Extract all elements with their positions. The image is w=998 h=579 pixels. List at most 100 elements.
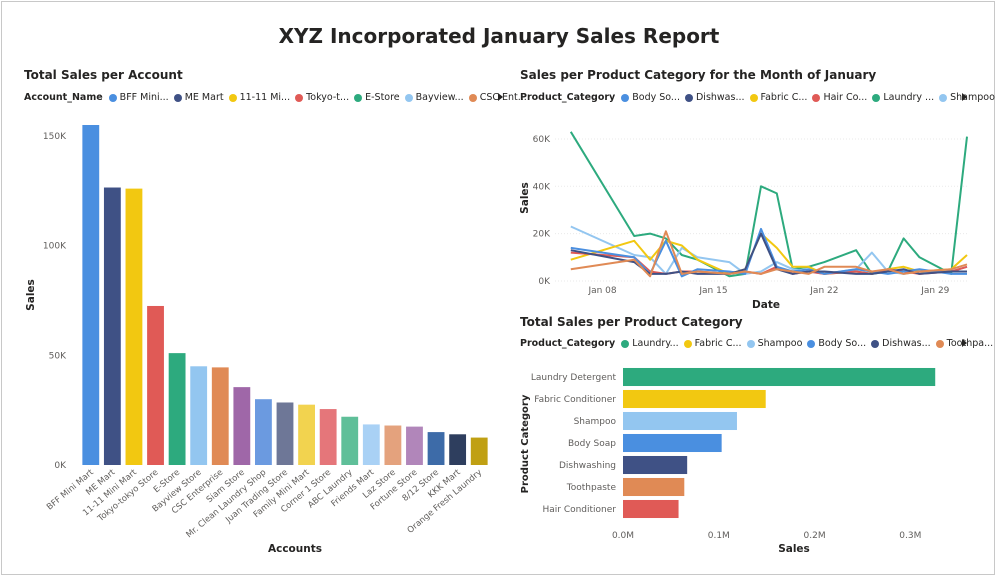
y-tick-label: Dishwashing [559, 461, 616, 471]
bar-laz-store[interactable] [384, 425, 402, 465]
legend-item-dishwas[interactable]: Dishwas... [684, 92, 745, 103]
y-tick-label: 50K [49, 351, 67, 361]
bar-orange-fresh-laundry[interactable] [470, 437, 488, 465]
legend-item-bayview[interactable]: Bayview... [404, 92, 464, 103]
legend-title: Account_Name [24, 92, 103, 103]
legend-label: Dishwas... [695, 92, 745, 103]
legend-label: Body So... [818, 338, 867, 349]
x-tick-label: Jan 15 [698, 286, 727, 296]
legend-dot-icon [621, 93, 630, 102]
legend-dot-icon [812, 93, 821, 102]
legend-item-body-so[interactable]: Body So... [807, 338, 866, 349]
legend-item-e-store[interactable]: E-Store [354, 92, 400, 103]
legend-dot-icon [621, 339, 630, 348]
line-body-soap[interactable] [570, 227, 967, 278]
x-tick-label: Jan 08 [587, 286, 616, 296]
legend-item-laundry[interactable]: Laundry... [621, 338, 679, 349]
x-axis-title: Sales [778, 543, 810, 555]
legend-item-body-so[interactable]: Body So... [621, 92, 680, 103]
legend-item-11-11-mi[interactable]: 11-11 Mi... [228, 92, 290, 103]
legend-label: Dishwas... [882, 338, 931, 349]
legend-title: Product_Category [520, 338, 616, 349]
bar-fortune-store[interactable] [406, 426, 423, 465]
legend-dot-icon [468, 93, 477, 102]
legend-dot-icon [173, 93, 182, 102]
bar-siam-store[interactable] [233, 387, 251, 465]
legend-label: BFF Mini... [119, 92, 169, 103]
daily-line-chart: 0K 20K 40K 60K Jan 08 Jan 15 Jan 22 Jan 29 Date S… [519, 131, 968, 311]
accounts-legend-next-arrow[interactable] [498, 93, 503, 101]
legend-label: Tokyo-t... [306, 92, 350, 103]
legend-item-toothpa[interactable]: Toothpa... [935, 338, 994, 349]
legend-label: Shampoo [950, 92, 995, 103]
category-legend-next-arrow[interactable] [962, 339, 967, 347]
x-tick-label: 0.3M [899, 531, 921, 541]
legend-dot-icon [872, 93, 881, 102]
legend-dot-icon [684, 93, 693, 102]
accounts-chart-title: Total Sales per Account [24, 68, 183, 82]
bar-e-store[interactable] [168, 353, 186, 465]
bar-friends-mart[interactable] [362, 424, 380, 465]
legend-label: Fabric C... [694, 338, 742, 349]
legend-dot-icon [295, 93, 304, 102]
bar-juan-trading-store[interactable] [276, 402, 294, 465]
legend-item-shampoo[interactable]: Shampoo [939, 92, 995, 103]
line-toothpaste[interactable] [570, 230, 968, 278]
bar-csc-enterprise[interactable] [211, 367, 229, 465]
legend-item-tokyo-t[interactable]: Tokyo-t... [295, 92, 349, 103]
legend-item-csc-ent[interactable]: CSC Ent... [468, 92, 527, 103]
line-fabric-conditioner[interactable] [570, 232, 968, 275]
bar-mr-clean-laundry-shop[interactable] [255, 399, 272, 465]
bar-laundry-detergent[interactable] [623, 367, 936, 387]
category-chart-title: Total Sales per Product Category [520, 315, 743, 329]
bar-bayview-store[interactable] [190, 366, 208, 465]
legend-dot-icon [746, 339, 755, 348]
bar-fabric-conditioner[interactable] [623, 389, 766, 409]
bar-hair-conditioner[interactable] [623, 499, 679, 519]
legend-dot-icon [939, 93, 948, 102]
daily-chart-title: Sales per Product Category for the Month… [520, 68, 877, 82]
y-tick-label: 100K [43, 242, 67, 252]
legend-item-bff-mini[interactable]: BFF Mini... [108, 92, 169, 103]
bar-body-soap[interactable] [623, 433, 722, 453]
legend-item-me-mart[interactable]: ME Mart [173, 92, 224, 103]
bar-family-mini-mart[interactable] [298, 404, 315, 465]
bar-toothpaste[interactable] [623, 477, 685, 497]
bar-corner-1-store[interactable] [319, 409, 337, 465]
y-tick-label: Shampoo [574, 417, 617, 427]
legend-item-shampoo[interactable]: Shampoo [746, 338, 803, 349]
legend-label: Fabric C... [760, 92, 808, 103]
line-laundry-detergent[interactable] [569, 131, 968, 278]
legend-item-dishwas[interactable]: Dishwas... [871, 338, 931, 349]
daily-legend-next-arrow[interactable] [962, 93, 967, 101]
legend-item-hair-co[interactable]: Hair Co... [812, 92, 867, 103]
bar-me-mart[interactable] [103, 187, 121, 466]
bar-tokyo-tokyo-store[interactable] [147, 305, 164, 465]
x-tick-label: Jan 22 [809, 286, 838, 296]
bar-bff-mini-mart[interactable] [82, 125, 100, 465]
bar-11-11-mini-mart[interactable] [125, 188, 143, 465]
bar-abc-laundry[interactable] [341, 416, 359, 465]
y-tick-label: 0K [54, 461, 67, 471]
legend-item-laundry[interactable]: Laundry ... [872, 92, 934, 103]
bar-dishwashing[interactable] [623, 455, 688, 475]
y-tick-label: 60K [533, 135, 551, 145]
bar-shampoo[interactable] [623, 411, 737, 431]
daily-legend: Product_Category Body So... Dishwas... Fabr… [520, 92, 998, 103]
legend-dot-icon [807, 339, 816, 348]
y-tick-label: Fabric Conditioner [534, 395, 616, 405]
legend-label: Body So... [632, 92, 680, 103]
legend-item-fabric-c[interactable]: Fabric C... [683, 338, 742, 349]
legend-label: Toothpa... [946, 338, 994, 349]
line-dishwashing[interactable] [570, 232, 967, 275]
legend-dot-icon [228, 93, 237, 102]
legend-item-fabric-c[interactable]: Fabric C... [749, 92, 808, 103]
category-legend: Product_Category Laundry... Fabric C... Sha… [520, 338, 998, 349]
legend-label: Shampoo [757, 338, 803, 349]
x-axis-title: Accounts [268, 543, 322, 555]
y-tick-label: 20K [533, 230, 551, 240]
legend-label: Bayview... [415, 92, 464, 103]
bar-8-12-store[interactable] [427, 432, 445, 465]
bar-kkk-mart[interactable] [449, 434, 467, 465]
